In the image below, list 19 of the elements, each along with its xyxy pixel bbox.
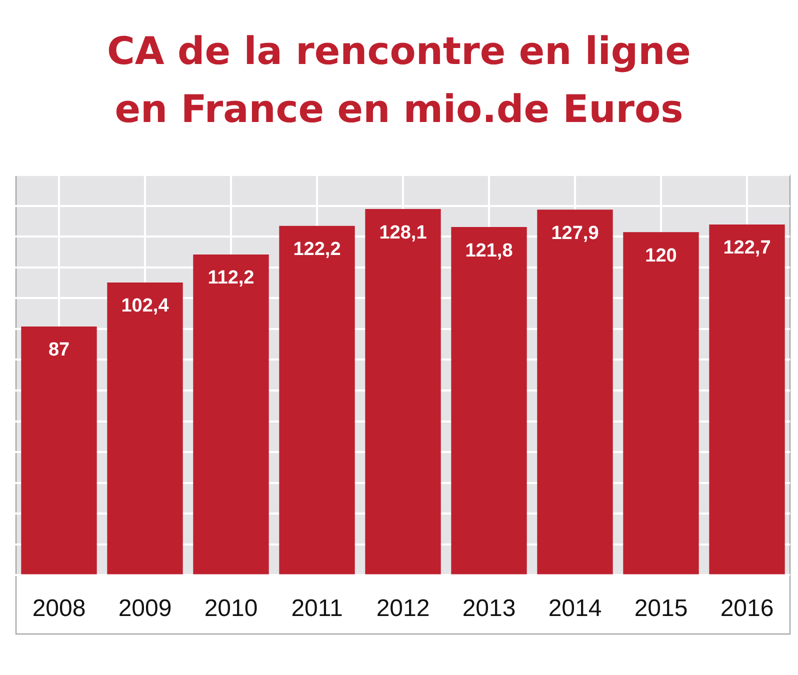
data-label: 122,2	[293, 239, 341, 260]
x-tick-label: 2016	[720, 595, 774, 622]
x-tick-label: 2013	[462, 595, 516, 622]
data-label: 127,9	[551, 222, 599, 244]
x-tick-label: 2014	[548, 595, 602, 622]
data-label: 112,2	[208, 268, 254, 289]
x-tick-label: 2009	[118, 595, 172, 622]
data-label: 87	[48, 340, 70, 361]
data-label: 102,4	[121, 296, 170, 317]
x-tick-label: 2008	[32, 595, 86, 622]
chart-title: CA de la rencontre en ligne en France en mio.de Euros	[106, 28, 692, 133]
x-tick-label: 2015	[634, 595, 688, 622]
x-tick-label: 2012	[376, 595, 430, 622]
data-label: 121,8	[465, 240, 513, 262]
data-label: 122,7	[723, 238, 771, 259]
x-tick-label: 2010	[204, 595, 258, 622]
x-tick-label: 2011	[291, 595, 343, 622]
data-label: 128,1	[379, 222, 428, 244]
data-label: 120	[645, 245, 677, 266]
